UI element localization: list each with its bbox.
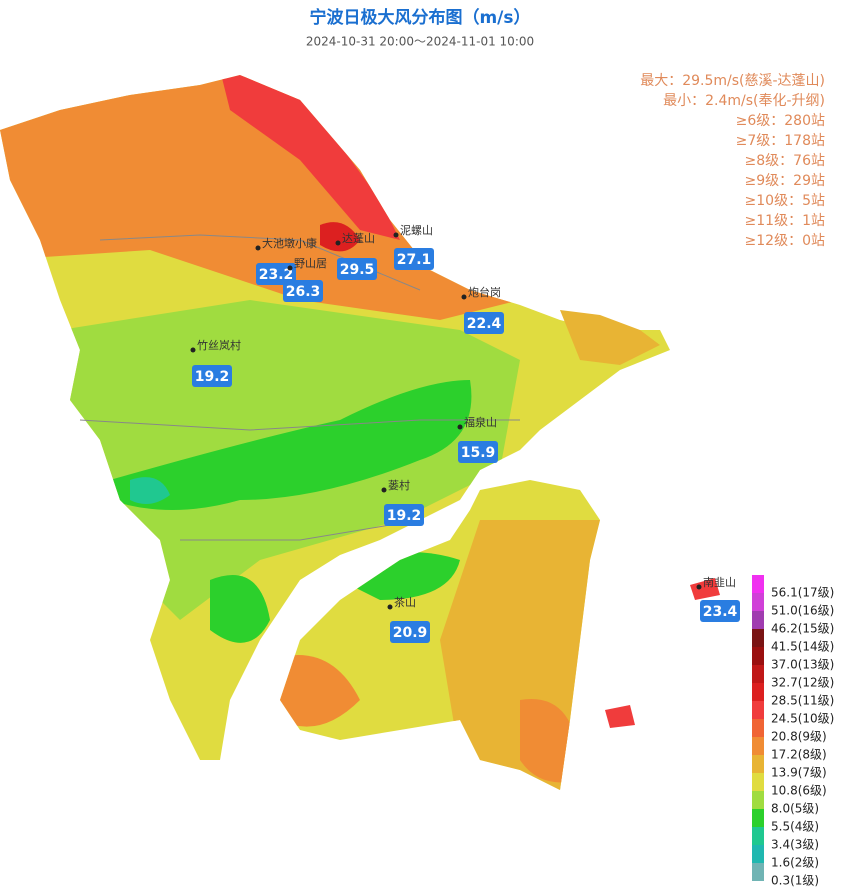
- stat-line: ≥12级：0站: [745, 233, 825, 249]
- station-dot: [461, 294, 467, 300]
- value-box: [192, 365, 232, 387]
- legend: 56.1(17级) 51.0(16级) 46.2(15级) 41.5(14级) 37.0…: [752, 575, 834, 888]
- legend-label: 13.9(7级): [771, 766, 827, 780]
- legend-swatch: [752, 611, 764, 629]
- station-value: 27.1: [397, 252, 432, 268]
- value-box: [337, 258, 377, 280]
- legend-label: 1.6(2级): [771, 856, 819, 870]
- legend-swatch: [752, 647, 764, 665]
- station-name: 福泉山: [464, 415, 497, 429]
- station-dot: [696, 584, 702, 590]
- station-name: 泥螺山: [400, 224, 433, 237]
- station-value: 19.2: [387, 508, 422, 524]
- station-name: 达蓬山: [342, 232, 375, 245]
- stats: 最大：29.5m/s(慈溪-达蓬山) 最小：2.4m/s(奉化-升纲) ≥6级：28…: [640, 73, 825, 249]
- station-dot: [393, 232, 399, 238]
- station-dot: [335, 240, 341, 246]
- value-box: [384, 504, 424, 526]
- legend-label: 37.0(13级): [771, 658, 834, 672]
- legend-label: 28.5(11级): [771, 694, 834, 708]
- legend-label: 5.5(4级): [771, 820, 819, 834]
- legend-swatch: [752, 629, 764, 647]
- value-box: [458, 441, 498, 463]
- station-name: 大池墩小康: [262, 236, 317, 250]
- station-dot: [457, 424, 463, 430]
- legend-swatch: [752, 593, 764, 611]
- station-name: 蒌村: [388, 478, 410, 492]
- value-box: [283, 280, 323, 302]
- station-value: 19.2: [195, 369, 230, 385]
- station-value: 23.2: [259, 267, 294, 283]
- station-name: 茶山: [394, 596, 416, 609]
- legend-swatch: [752, 755, 764, 773]
- station-value: 26.3: [286, 284, 321, 300]
- legend-label: 46.2(15级): [771, 622, 834, 636]
- legend-label: 41.5(14级): [771, 640, 834, 654]
- station-dot: [387, 604, 393, 610]
- island: [605, 705, 635, 728]
- legend-swatch: [752, 737, 764, 755]
- stat-line: ≥9级：29站: [745, 173, 825, 189]
- station-value: 22.4: [467, 316, 502, 332]
- station-value: 29.5: [340, 262, 375, 278]
- legend-label: 56.1(17级): [771, 586, 834, 600]
- legend-label: 8.0(5级): [771, 802, 819, 816]
- station-name: 竹丝岚村: [197, 338, 241, 352]
- station-value: 23.4: [703, 604, 738, 620]
- legend-label: 51.0(16级): [771, 604, 834, 618]
- legend-swatch: [752, 773, 764, 791]
- stat-line: 最大：29.5m/s(慈溪-达蓬山): [640, 73, 825, 89]
- legend-label: 0.3(1级): [771, 874, 819, 888]
- legend-label: 20.8(9级): [771, 730, 827, 744]
- station-name: 南韭山: [703, 576, 736, 589]
- stat-line: ≥10级：5站: [745, 193, 825, 209]
- stat-line: 最小：2.4m/s(奉化-升纲): [663, 93, 825, 109]
- value-box: [256, 263, 296, 285]
- legend-swatch: [752, 701, 764, 719]
- legend-swatch: [752, 575, 764, 593]
- station-value: 15.9: [461, 445, 496, 461]
- legend-swatch: [752, 665, 764, 683]
- value-box: [700, 600, 740, 622]
- station-value: 20.9: [393, 625, 428, 641]
- station-name: 野山居: [294, 257, 327, 270]
- legend-label: 17.2(8级): [771, 748, 827, 762]
- legend-swatch: [752, 845, 764, 863]
- legend-label: 24.5(10级): [771, 712, 834, 726]
- station-name: 炮台岗: [468, 285, 501, 299]
- island: [690, 578, 720, 600]
- value-box: [464, 312, 504, 334]
- stat-line: ≥11级：1站: [745, 213, 825, 229]
- legend-label: 32.7(12级): [771, 676, 834, 690]
- station-dot: [255, 245, 261, 251]
- value-box: [390, 621, 430, 643]
- legend-label: 10.8(6级): [771, 784, 827, 798]
- stat-line: ≥8级：76站: [745, 153, 825, 169]
- legend-swatch: [752, 791, 764, 809]
- wind-zones: [0, 75, 670, 790]
- station-dot: [287, 265, 293, 271]
- value-box: [394, 248, 434, 270]
- legend-swatch: [752, 719, 764, 737]
- station-dot: [190, 347, 196, 353]
- title: 宁波日极大风分布图（m/s）: [309, 7, 530, 28]
- legend-swatch: [752, 809, 764, 827]
- stat-line: ≥7级：178站: [736, 133, 825, 149]
- subtitle: 2024-10-31 20:00～2024-11-01 10:00: [306, 35, 534, 49]
- station-dot: [381, 487, 387, 493]
- stat-line: ≥6级：280站: [736, 113, 825, 129]
- legend-label: 3.4(3级): [771, 838, 819, 852]
- legend-swatch: [752, 683, 764, 701]
- legend-swatch: [752, 863, 764, 881]
- legend-swatch: [752, 827, 764, 845]
- island: [560, 310, 660, 365]
